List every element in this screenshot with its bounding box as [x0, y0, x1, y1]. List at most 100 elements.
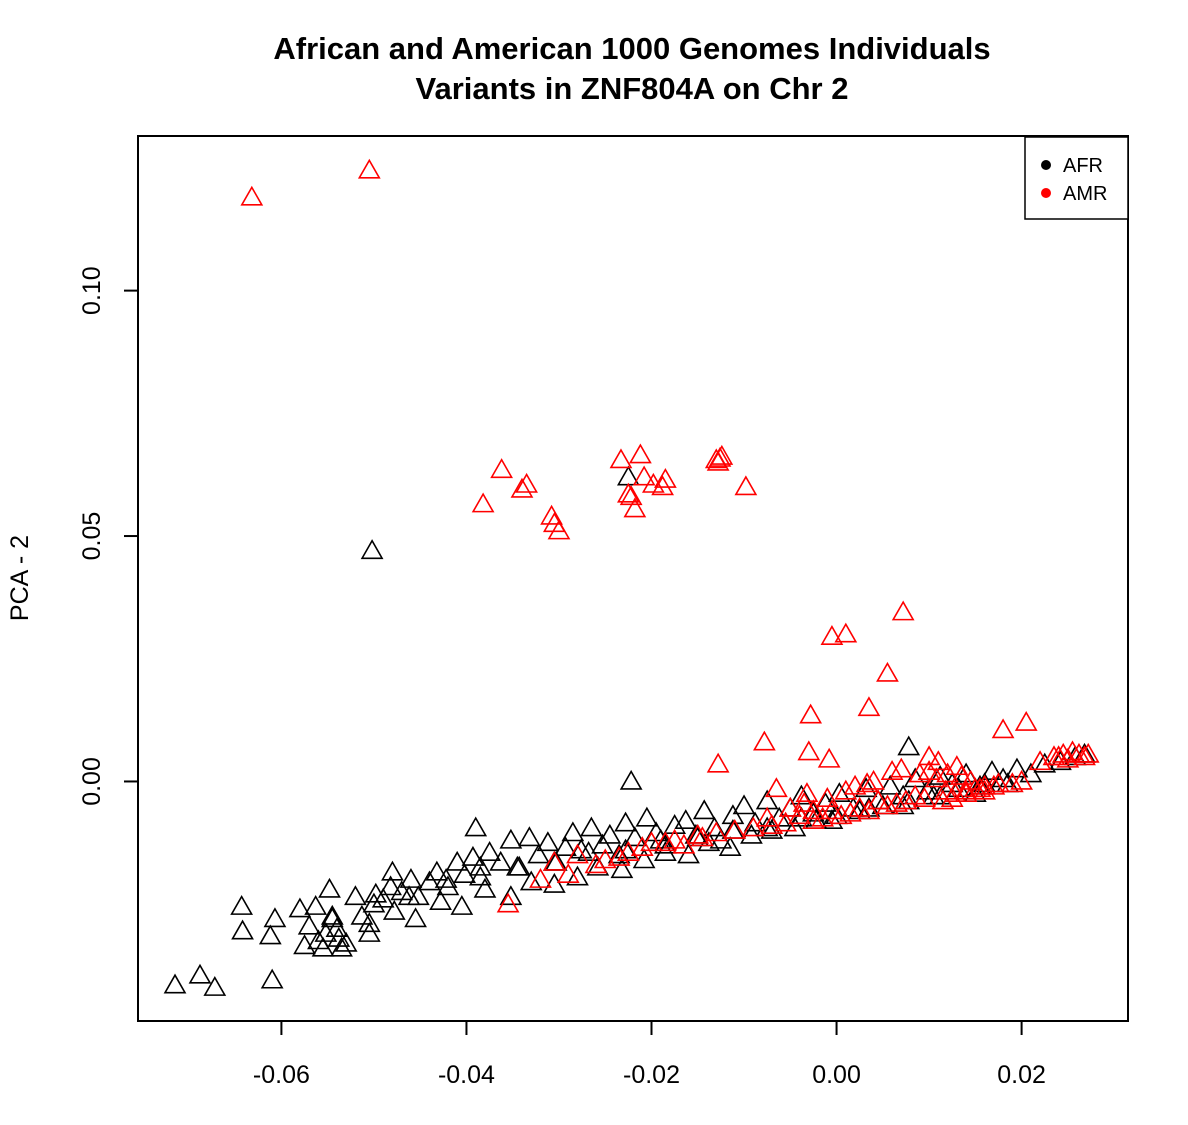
point-afr	[519, 870, 543, 891]
point-afr	[450, 895, 474, 915]
point-afr	[445, 850, 469, 871]
point-afr	[334, 931, 358, 952]
point-afr	[623, 826, 647, 847]
point-afr	[436, 875, 460, 896]
point-afr	[928, 764, 952, 785]
point-amr	[723, 818, 747, 839]
point-afr	[203, 976, 227, 996]
point-amr	[862, 769, 885, 790]
point-afr	[304, 895, 328, 915]
point-amr	[765, 777, 788, 798]
point-afr	[499, 828, 523, 849]
point-afr	[397, 885, 421, 906]
point-afr	[434, 868, 458, 888]
point-amr	[609, 448, 633, 469]
point-afr	[1049, 750, 1072, 771]
point-amr	[529, 868, 552, 888]
point-amr	[817, 747, 841, 768]
point-afr	[288, 897, 312, 918]
point-afr	[632, 848, 656, 869]
point-afr	[311, 936, 335, 957]
point-amr	[1000, 772, 1024, 793]
point-amr	[672, 833, 696, 854]
point-afr	[820, 809, 844, 830]
point-afr	[325, 917, 349, 938]
point-amr	[654, 467, 677, 488]
point-afr	[461, 845, 485, 866]
point-afr	[468, 855, 492, 876]
chart-title: African and American 1000 Genomes Indivi…	[273, 31, 990, 66]
point-afr	[379, 875, 402, 896]
point-afr	[517, 826, 541, 847]
point-afr	[499, 885, 523, 906]
point-afr	[610, 858, 634, 879]
point-afr	[897, 735, 921, 756]
point-afr	[577, 841, 600, 861]
point-amr	[1028, 750, 1052, 771]
point-amr	[547, 519, 571, 540]
point-amr	[834, 779, 858, 800]
point-amr	[866, 789, 890, 810]
point-amr	[820, 799, 844, 820]
point-amr	[1047, 745, 1070, 766]
point-afr	[566, 865, 589, 886]
point-afr	[1005, 757, 1029, 778]
y-tick-label: 0.00	[78, 757, 106, 806]
point-amr	[855, 772, 879, 793]
point-afr	[718, 836, 742, 857]
point-amr	[987, 772, 1010, 793]
point-amr	[490, 458, 513, 479]
legend-marker-amr	[1041, 188, 1051, 198]
point-afr	[619, 769, 643, 790]
point-afr	[468, 865, 492, 886]
point-afr	[258, 924, 282, 945]
point-amr	[931, 789, 955, 810]
point-amr	[566, 843, 589, 864]
point-afr	[381, 860, 404, 881]
point-afr	[357, 922, 381, 942]
point-amr	[880, 760, 904, 780]
point-afr	[598, 823, 622, 844]
legend: AFR AMR	[1024, 136, 1129, 220]
point-afr	[362, 892, 386, 913]
point-afr	[344, 885, 367, 906]
point-amr	[950, 764, 973, 785]
point-afr	[357, 912, 381, 933]
x-tick-label: -0.06	[253, 1061, 310, 1089]
point-afr	[260, 968, 284, 989]
x-tick-label: -0.02	[623, 1061, 680, 1089]
point-amr	[834, 622, 858, 643]
point-amr	[651, 475, 674, 496]
point-afr	[489, 850, 513, 871]
point-amr	[686, 823, 710, 844]
point-amr	[357, 158, 381, 179]
point-afr	[697, 831, 721, 852]
point-amr	[876, 661, 899, 682]
point-afr	[320, 904, 344, 925]
point-afr	[399, 868, 423, 888]
point-amr	[640, 831, 663, 852]
point-afr	[827, 782, 851, 803]
point-afr	[740, 823, 763, 844]
y-tick-label: 0.05	[78, 512, 106, 561]
point-afr	[692, 799, 716, 820]
point-afr	[163, 973, 187, 994]
point-amr	[629, 443, 652, 464]
point-amr	[936, 762, 959, 783]
point-amr	[778, 796, 802, 817]
y-tick-label: 0.10	[78, 266, 106, 315]
point-afr	[505, 855, 529, 876]
legend-label-amr: AMR	[1063, 183, 1107, 205]
point-amr	[593, 848, 617, 869]
point-afr	[755, 816, 779, 837]
point-afr	[527, 843, 551, 864]
point-afr	[231, 919, 254, 940]
point-amr	[510, 477, 534, 498]
point-afr	[591, 833, 614, 854]
point-amr	[795, 782, 819, 803]
point-amr	[616, 841, 640, 861]
point-afr	[554, 836, 577, 857]
point-amr	[1073, 745, 1096, 766]
point-amr	[908, 762, 932, 783]
point-amr	[607, 845, 631, 866]
